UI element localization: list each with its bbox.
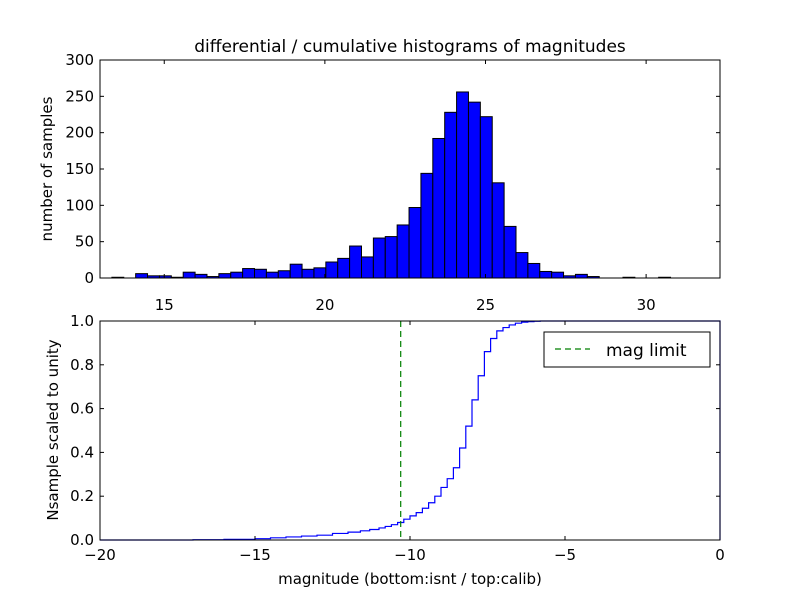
histogram-bar [194, 273, 208, 279]
histogram-bar [325, 261, 339, 279]
y-tick-label: 0 [84, 269, 94, 287]
bottom-x-axis-label: magnitude (bottom:isnt / top:calib) [278, 570, 542, 588]
histogram-bar [230, 271, 244, 279]
y-tick-label: 50 [75, 233, 94, 251]
x-tick-label: −10 [394, 546, 426, 564]
y-tick-label: 150 [65, 160, 94, 178]
legend-box [543, 331, 711, 368]
histogram-bar [265, 271, 279, 279]
histogram-bar [218, 273, 232, 279]
top-y-axis-label: number of samples [38, 96, 56, 241]
legend-mag-limit-label: mag limit [606, 341, 687, 361]
y-tick-label: 0.2 [70, 487, 94, 505]
histogram-bar [503, 225, 517, 279]
histogram-bar [313, 267, 327, 279]
bottom-y-axis-label: Nsample scaled to unity [44, 339, 62, 520]
histogram-bar [254, 268, 267, 279]
histogram-bar [242, 268, 256, 279]
histogram-bar [539, 270, 553, 279]
x-tick-label: −15 [239, 546, 271, 564]
histogram-bar [182, 271, 196, 279]
y-tick-label: 250 [65, 87, 94, 105]
histogram-bar [277, 270, 291, 279]
x-tick-label: 0 [715, 546, 725, 564]
x-tick-label: 25 [476, 296, 495, 314]
histogram-bar [444, 111, 458, 279]
histogram-bar [384, 236, 398, 279]
top-axis-ticks: 0 50 100 150 200 250 300 15 20 25 30 [65, 51, 720, 314]
histogram-bar [301, 268, 315, 279]
y-tick-label: 200 [65, 124, 94, 142]
cumulative-lines [100, 320, 721, 541]
histogram-bar [289, 263, 303, 279]
y-tick-label: 100 [65, 196, 94, 214]
y-tick-label: 300 [65, 51, 94, 69]
histogram-bar [135, 273, 149, 279]
histogram-bar [337, 257, 351, 279]
x-tick-label: −20 [84, 546, 116, 564]
x-tick-label: −5 [554, 546, 576, 564]
chart-title: differential / cumulative histograms of … [194, 37, 626, 57]
histogram-bar [396, 224, 410, 279]
x-tick-label: 30 [637, 296, 656, 314]
histogram-bars [111, 91, 672, 279]
histogram-bar [467, 101, 481, 279]
top-axes-frame [99, 59, 721, 279]
x-tick-label: 15 [155, 296, 174, 314]
bottom-cumulative-panel: Nsample scaled to unity magnitude (botto… [44, 312, 725, 588]
y-tick-label: 0.0 [70, 531, 94, 549]
histogram-bar [360, 256, 374, 279]
histogram-bar [372, 237, 386, 279]
y-tick-label: 0.6 [70, 400, 94, 418]
x-tick-label: 20 [315, 296, 334, 314]
histogram-bar [432, 137, 446, 279]
cumulative-step-line [100, 320, 721, 541]
histogram-bar [479, 116, 493, 279]
y-tick-label: 0.4 [70, 443, 94, 461]
histogram-bar [574, 273, 588, 279]
histogram-bar [551, 271, 565, 279]
histogram-bar [349, 245, 362, 279]
histogram-bar [491, 182, 505, 279]
histogram-bar [527, 262, 541, 279]
y-tick-label: 0.8 [70, 356, 94, 374]
histogram-bar [515, 252, 529, 279]
bottom-axes-frame [99, 320, 721, 541]
histogram-bar [408, 207, 422, 279]
histogram-bar [456, 91, 469, 279]
legend: mag limit [543, 331, 711, 368]
y-tick-label: 1.0 [70, 312, 94, 330]
histogram-bar [420, 172, 434, 279]
top-histogram-panel: differential / cumulative histograms of … [38, 37, 721, 314]
